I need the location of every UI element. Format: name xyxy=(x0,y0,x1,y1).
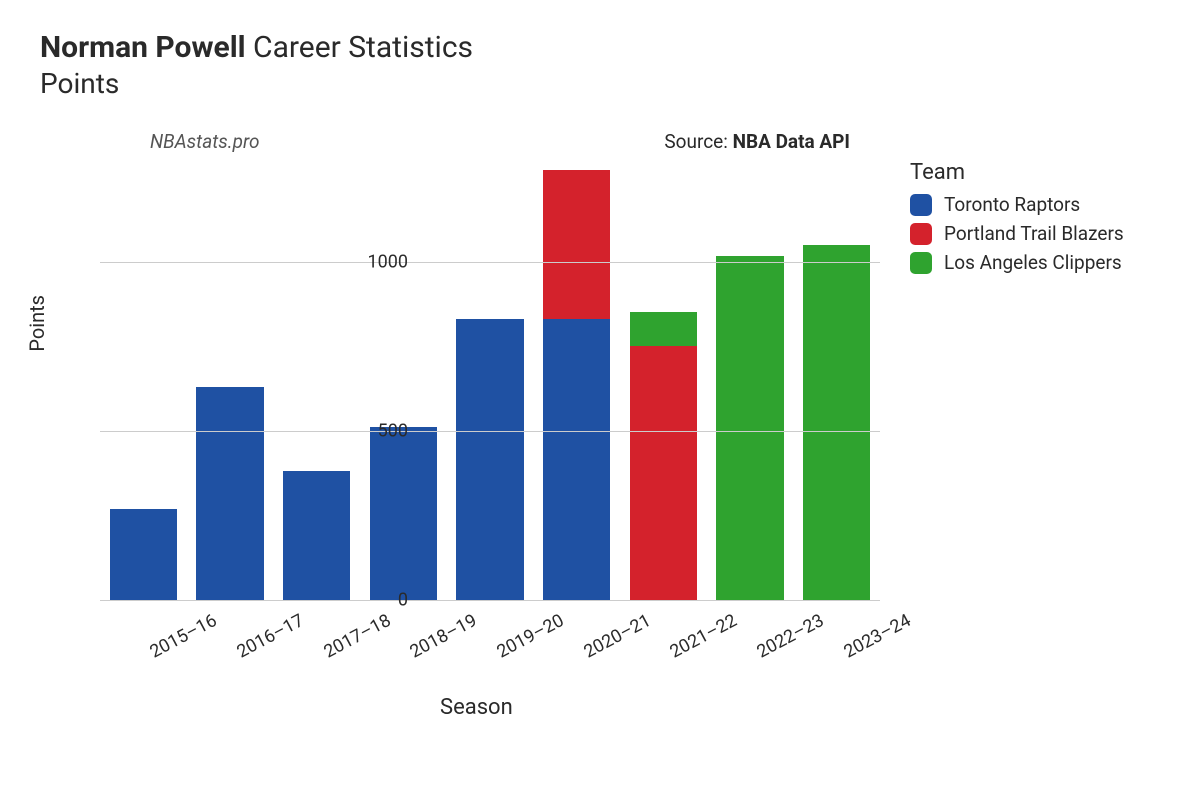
metric-name: Points xyxy=(40,67,473,100)
x-tick-label: 2017–18 xyxy=(320,610,394,663)
bar-segment xyxy=(543,170,611,319)
gridline xyxy=(100,262,880,263)
legend-label: Portland Trail Blazers xyxy=(944,222,1124,245)
source-prefix: Source: xyxy=(664,130,732,153)
annotation-row: NBAstats.pro Source: NBA Data API xyxy=(130,130,890,153)
title-line-1: Norman Powell Career Statistics xyxy=(40,30,473,65)
bar-segment xyxy=(803,245,871,600)
bar-slot xyxy=(716,160,784,600)
gridline xyxy=(100,431,880,432)
y-tick-label: 500 xyxy=(378,420,408,441)
x-tick-label: 2021–22 xyxy=(667,610,741,663)
bar-segment xyxy=(543,319,611,600)
bar-segment xyxy=(716,256,784,600)
bar-segment xyxy=(370,427,438,600)
bar-segment xyxy=(630,312,698,346)
bar-segment xyxy=(630,346,698,600)
legend-swatch xyxy=(910,223,932,245)
bars-container xyxy=(100,160,880,600)
bar-slot xyxy=(543,160,611,600)
source-name: NBA Data API xyxy=(733,130,850,153)
bar-slot xyxy=(630,160,698,600)
bar-segment xyxy=(196,387,264,600)
legend-swatch xyxy=(910,252,932,274)
bar-segment xyxy=(110,509,178,600)
x-tick-label: 2020–21 xyxy=(580,610,654,663)
bar-segment xyxy=(283,471,351,600)
x-axis-title: Season xyxy=(440,695,513,720)
bar-slot xyxy=(370,160,438,600)
x-tick-label: 2019–20 xyxy=(493,610,567,663)
legend-item: Portland Trail Blazers xyxy=(910,222,1124,245)
bar-segment xyxy=(456,319,524,600)
bar-slot xyxy=(456,160,524,600)
player-name: Norman Powell xyxy=(40,30,246,65)
bar-slot xyxy=(283,160,351,600)
legend-swatch xyxy=(910,194,932,216)
watermark-text: NBAstats.pro xyxy=(150,130,260,153)
legend: Team Toronto Raptors Portland Trail Blaze… xyxy=(910,160,1124,280)
y-axis-title: Points xyxy=(25,295,49,352)
x-tick-label: 2016–17 xyxy=(233,610,307,663)
x-tick-label: 2023–24 xyxy=(840,610,914,663)
x-tick-label: 2022–23 xyxy=(753,610,827,663)
bar-slot xyxy=(196,160,264,600)
y-tick-label: 0 xyxy=(398,590,408,611)
chart-plot-area xyxy=(100,160,880,600)
gridline xyxy=(100,600,880,601)
chart-title-block: Norman Powell Career Statistics Points xyxy=(40,30,473,100)
source-text: Source: NBA Data API xyxy=(664,130,850,153)
x-tick-label: 2015–16 xyxy=(147,610,221,663)
bar-slot xyxy=(110,160,178,600)
x-tick-label: 2018–19 xyxy=(407,610,481,663)
y-tick-label: 1000 xyxy=(368,251,408,272)
bar-slot xyxy=(803,160,871,600)
legend-title: Team xyxy=(910,160,1124,185)
legend-item: Toronto Raptors xyxy=(910,193,1124,216)
title-suffix: Career Statistics xyxy=(253,30,473,65)
legend-label: Los Angeles Clippers xyxy=(944,251,1122,274)
legend-label: Toronto Raptors xyxy=(944,193,1080,216)
legend-item: Los Angeles Clippers xyxy=(910,251,1124,274)
